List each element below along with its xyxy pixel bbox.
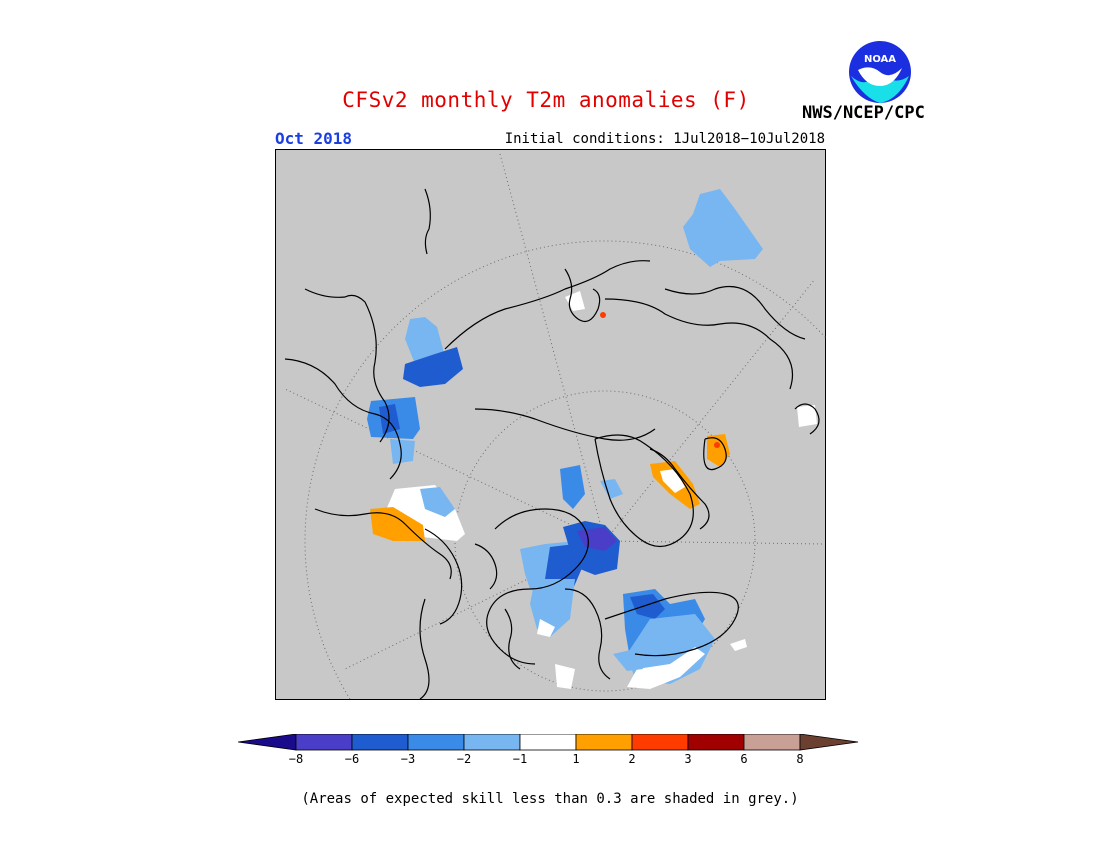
colorbar-tick-label: 1	[572, 752, 579, 766]
colorbar-bin	[631, 734, 689, 751]
noaa-logo: NOAA	[849, 41, 911, 103]
colorbar-bin	[407, 734, 465, 751]
colorbar-bins	[238, 734, 859, 751]
agency-label: NWS/NCEP/CPC	[802, 103, 925, 123]
colorbar-tick-label: −8	[289, 752, 303, 766]
colorbar-tick-label: −3	[401, 752, 415, 766]
colorbar-bin	[687, 734, 745, 751]
colorbar-ticks: −8 −6 −3 −2 −1 1 2 3 6 8	[289, 752, 804, 766]
colorbar-tick-label: −1	[513, 752, 527, 766]
anomaly-shading	[367, 189, 817, 689]
colorbar-under-arrow	[238, 734, 297, 751]
colorbar-bin	[295, 734, 353, 751]
coastlines	[284, 188, 820, 700]
colorbar-tick-label: 3	[684, 752, 691, 766]
colorbar-bin	[743, 734, 801, 751]
colorbar-tick-label: −6	[345, 752, 359, 766]
colorbar-bin	[575, 734, 633, 751]
colorbar-bin	[463, 734, 521, 751]
colorbar-bin	[519, 734, 577, 751]
colorbar-tick-label: −2	[457, 752, 471, 766]
logo-text: NOAA	[864, 54, 896, 65]
colorbar-tick-label: 2	[628, 752, 635, 766]
colorbar-tick-label: 8	[796, 752, 803, 766]
polar-map	[275, 149, 826, 700]
initial-conditions: Initial conditions: 1Jul2018−10Jul2018	[504, 131, 825, 147]
forecast-period: Oct 2018	[275, 129, 353, 148]
colorbar-bin	[351, 734, 409, 751]
chart-title: CFSv2 monthly T2m anomalies (F)	[342, 88, 750, 112]
colorbar-over-arrow	[799, 734, 859, 751]
colorbar-tick-label: 6	[740, 752, 747, 766]
skill-footnote: (Areas of expected skill less than 0.3 a…	[301, 791, 799, 807]
colorbar: −8 −6 −3 −2 −1 1 2 3 6 8	[238, 734, 859, 766]
